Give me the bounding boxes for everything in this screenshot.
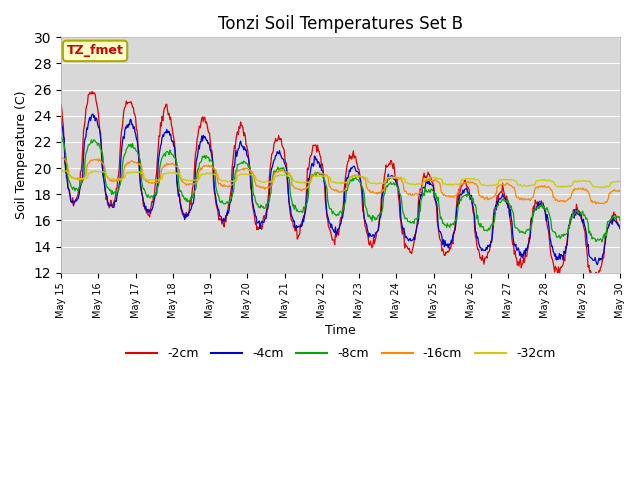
-32cm [68,175,76,181]
-2cm [125,99,133,105]
-16cm [182,181,189,187]
-32cm [598,185,605,191]
X-axis label: Time: Time [325,324,356,337]
-16cm [616,189,624,194]
-8cm [125,142,133,148]
-2cm [594,277,602,283]
-16cm [57,155,65,161]
-2cm [57,101,65,107]
-2cm [182,210,190,216]
-32cm [410,182,417,188]
-4cm [594,262,602,268]
Line: -2cm: -2cm [61,91,620,280]
-8cm [58,134,66,140]
-8cm [598,239,606,245]
-16cm [211,167,219,172]
-2cm [88,88,96,94]
Line: -4cm: -4cm [61,114,620,265]
-32cm [616,179,624,184]
-2cm [426,171,433,177]
Line: -32cm: -32cm [61,170,620,188]
Y-axis label: Soil Temperature (C): Soil Temperature (C) [15,91,28,219]
-4cm [182,214,190,220]
-4cm [616,226,624,231]
-16cm [67,174,75,180]
-4cm [67,199,75,204]
-8cm [426,189,433,194]
-32cm [182,178,190,183]
-2cm [410,244,417,250]
-16cm [592,201,600,207]
Line: -16cm: -16cm [61,158,620,204]
-16cm [125,161,132,167]
-4cm [57,116,65,121]
Title: Tonzi Soil Temperatures Set B: Tonzi Soil Temperatures Set B [218,15,463,33]
-8cm [212,183,220,189]
-32cm [58,167,66,173]
-4cm [125,122,133,128]
-2cm [67,199,75,205]
-8cm [410,219,417,225]
Text: TZ_fmet: TZ_fmet [67,44,124,58]
-2cm [616,225,624,231]
Line: -8cm: -8cm [61,137,620,242]
Legend: -2cm, -4cm, -8cm, -16cm, -32cm: -2cm, -4cm, -8cm, -16cm, -32cm [121,342,561,365]
-32cm [125,169,133,175]
-32cm [212,172,220,178]
-2cm [212,199,220,204]
-16cm [408,191,416,197]
-32cm [57,168,65,174]
-8cm [182,198,190,204]
-4cm [426,182,433,188]
-4cm [89,111,97,117]
-8cm [68,185,76,191]
-8cm [616,218,624,224]
-8cm [57,134,65,140]
-16cm [425,178,433,183]
-32cm [426,176,433,181]
-4cm [212,194,220,200]
-4cm [410,237,417,242]
